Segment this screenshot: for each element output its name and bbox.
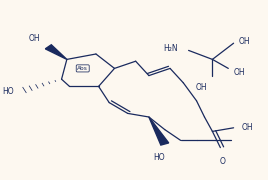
Text: OH: OH <box>241 123 253 132</box>
Text: O: O <box>220 157 226 166</box>
Text: OH: OH <box>239 37 251 46</box>
Text: HO: HO <box>2 87 14 96</box>
Text: HO: HO <box>154 153 165 162</box>
Polygon shape <box>149 117 169 145</box>
Polygon shape <box>45 45 67 59</box>
Text: OH: OH <box>234 68 245 76</box>
Text: OH: OH <box>195 83 207 92</box>
Text: OH: OH <box>29 34 40 43</box>
Text: Abs: Abs <box>77 66 88 71</box>
Text: H₂N: H₂N <box>163 44 178 53</box>
